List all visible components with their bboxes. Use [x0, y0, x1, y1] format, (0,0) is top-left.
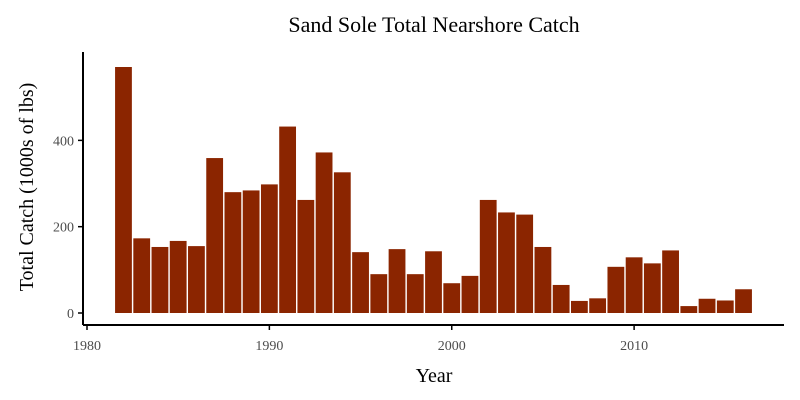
- bar-2010: [625, 257, 643, 313]
- bar-2002: [479, 199, 497, 313]
- bar-1996: [370, 274, 388, 313]
- bar-1987: [206, 158, 224, 313]
- x-axis-title: Year: [416, 365, 453, 387]
- bar-series: [115, 67, 752, 313]
- chart-title: Sand Sole Total Nearshore Catch: [288, 12, 579, 37]
- y-tick-label: 200: [53, 221, 74, 236]
- bar-2011: [643, 263, 661, 313]
- bar-2003: [498, 212, 515, 313]
- y-axis-ticks: 0 200 400: [53, 134, 83, 322]
- bar-1984: [151, 246, 169, 313]
- x-tick-label: 1990: [255, 339, 283, 354]
- x-tick-label: 2010: [620, 339, 648, 354]
- bar-1998: [406, 274, 424, 313]
- bar-2004: [516, 214, 534, 313]
- bar-2013: [680, 306, 698, 313]
- bar-2007: [570, 300, 588, 313]
- bar-1995: [352, 252, 369, 313]
- bar-2006: [552, 284, 570, 313]
- bar-1985: [169, 240, 187, 313]
- bar-2000: [443, 283, 461, 313]
- bar-2009: [607, 266, 625, 313]
- bar-2015: [716, 300, 734, 313]
- bar-1997: [388, 249, 406, 313]
- bar-1992: [297, 199, 315, 313]
- bar-1986: [188, 246, 205, 313]
- x-axis-ticks: 1980 1990 2000 2010: [73, 325, 648, 354]
- bar-2016: [735, 289, 752, 313]
- bar-2005: [534, 246, 552, 313]
- bar-1991: [279, 126, 297, 313]
- y-axis-title: Total Catch (1000s of lbs): [16, 83, 38, 292]
- bar-1999: [425, 251, 442, 313]
- x-tick-label: 1980: [73, 339, 101, 354]
- y-tick-label: 400: [53, 134, 74, 149]
- bar-1990: [260, 184, 278, 313]
- bar-1983: [133, 238, 151, 313]
- y-tick-label: 0: [67, 307, 74, 322]
- bar-1993: [315, 152, 333, 313]
- bar-1994: [333, 172, 351, 313]
- bar-2001: [461, 275, 479, 313]
- bar-2012: [662, 250, 679, 313]
- bar-2014: [698, 298, 716, 313]
- x-tick-label: 2000: [438, 339, 466, 354]
- bar-2008: [589, 298, 607, 313]
- bar-1988: [224, 192, 242, 313]
- bar-1989: [242, 190, 260, 313]
- bar-1982: [115, 67, 132, 313]
